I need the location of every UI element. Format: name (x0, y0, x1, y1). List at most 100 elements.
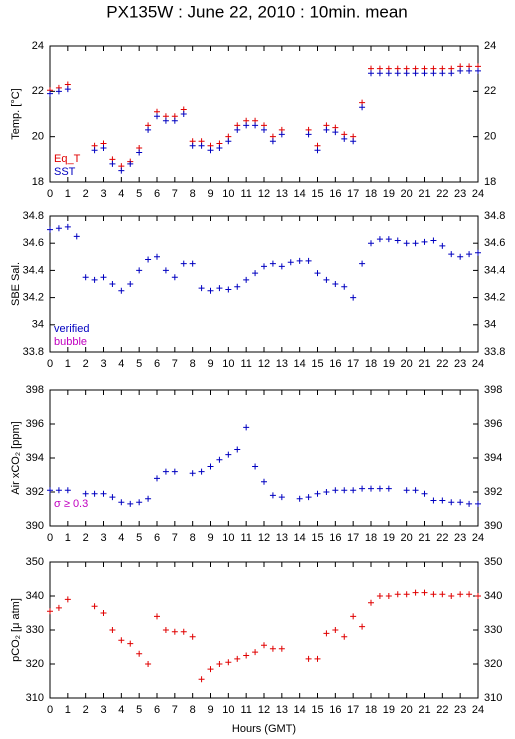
data-point (171, 628, 178, 635)
x-tick-label: 18 (365, 358, 377, 370)
x-tick-label: 23 (454, 704, 466, 716)
data-point (296, 495, 303, 502)
legend-entry: verified (54, 323, 89, 335)
data-point (466, 251, 473, 258)
data-point (162, 117, 169, 124)
x-tick-label: 2 (83, 188, 89, 200)
data-point (466, 591, 473, 598)
x-tick-label: 12 (258, 358, 270, 370)
data-point (171, 274, 178, 281)
data-point (64, 487, 71, 494)
data-point (421, 589, 428, 596)
x-tick-label: 15 (311, 358, 323, 370)
y-tick-label: 330 (484, 624, 502, 636)
data-point (118, 637, 125, 644)
y-tick-label: 34.2 (484, 292, 505, 304)
y-tick-label: 33.8 (23, 346, 44, 358)
y-tick-label: 24 (484, 40, 496, 52)
data-point (376, 593, 383, 599)
data-point (100, 145, 107, 151)
x-tick-label: 9 (207, 358, 213, 370)
y-tick-label: 34 (484, 319, 496, 331)
data-point (127, 160, 134, 167)
y-tick-label: 34.6 (484, 237, 505, 249)
data-point (359, 623, 366, 630)
x-tick-label: 13 (276, 532, 288, 544)
data-point (403, 591, 410, 598)
data-point (180, 628, 187, 635)
x-tick-label: 19 (383, 704, 395, 716)
x-tick-label: 21 (418, 358, 430, 370)
data-point (287, 259, 294, 266)
data-point (421, 70, 428, 77)
x-tick-label: 21 (418, 704, 430, 716)
x-tick-label: 19 (383, 358, 395, 370)
y-tick-label: 390 (26, 520, 44, 532)
data-point (261, 126, 267, 133)
data-point (314, 490, 321, 497)
data-point (109, 627, 116, 633)
y-tick-label: 394 (26, 452, 44, 464)
data-point (261, 263, 267, 270)
data-point (412, 487, 419, 494)
data-point (243, 424, 250, 431)
data-point (403, 240, 410, 247)
y-tick-label: 22 (32, 85, 44, 97)
data-point (341, 135, 348, 142)
x-tick-label: 22 (436, 532, 448, 544)
x-tick-label: 13 (276, 188, 288, 200)
data-point (278, 494, 285, 501)
x-tick-label: 1 (65, 358, 71, 370)
y-tick-label: 392 (484, 486, 502, 498)
data-point (457, 591, 464, 598)
data-point (64, 223, 71, 230)
x-tick-label: 5 (136, 704, 142, 716)
y-tick-label: 340 (484, 590, 502, 602)
y-axis-label: Temp. [°C] (10, 88, 22, 139)
data-point (47, 90, 53, 97)
x-tick-label: 19 (383, 188, 395, 200)
data-point (439, 497, 446, 504)
data-point (394, 591, 401, 598)
data-point (385, 593, 392, 599)
x-tick-label: 6 (154, 704, 160, 716)
data-point (109, 494, 116, 501)
x-tick-label: 24 (472, 704, 484, 716)
y-axis-label: pCO₂ [μ atm] (10, 598, 22, 662)
x-tick-label: 20 (401, 532, 413, 544)
x-tick-label: 16 (329, 358, 341, 370)
data-point (109, 160, 116, 167)
x-tick-label: 15 (311, 188, 323, 200)
y-axis-label: SBE Sal. (10, 262, 22, 306)
y-tick-label: 22 (484, 85, 496, 97)
data-point (341, 283, 348, 290)
data-point (136, 149, 143, 156)
y-tick-label: 20 (484, 131, 496, 143)
data-point (118, 167, 125, 174)
data-point (332, 281, 339, 287)
x-tick-label: 21 (418, 532, 430, 544)
x-tick-label: 5 (136, 358, 142, 370)
y-tick-label: 34.2 (23, 292, 44, 304)
x-tick-label: 10 (222, 358, 234, 370)
data-point (91, 490, 98, 497)
x-tick-label: 9 (207, 704, 213, 716)
data-point (145, 256, 152, 263)
data-point (252, 270, 259, 277)
data-point (225, 451, 232, 458)
data-point (189, 142, 196, 149)
data-point (47, 487, 53, 494)
data-point (91, 276, 98, 283)
x-tick-label: 2 (83, 358, 89, 370)
data-point (475, 593, 481, 599)
data-point (162, 267, 169, 274)
x-tick-label: 3 (100, 704, 106, 716)
y-tick-label: 34 (32, 319, 44, 331)
x-tick-label: 2 (83, 704, 89, 716)
x-tick-label: 18 (365, 532, 377, 544)
data-point (64, 86, 71, 93)
data-point (368, 485, 374, 492)
x-tick-label: 0 (47, 532, 53, 544)
y-tick-label: 18 (484, 176, 496, 188)
x-tick-label: 4 (118, 704, 124, 716)
